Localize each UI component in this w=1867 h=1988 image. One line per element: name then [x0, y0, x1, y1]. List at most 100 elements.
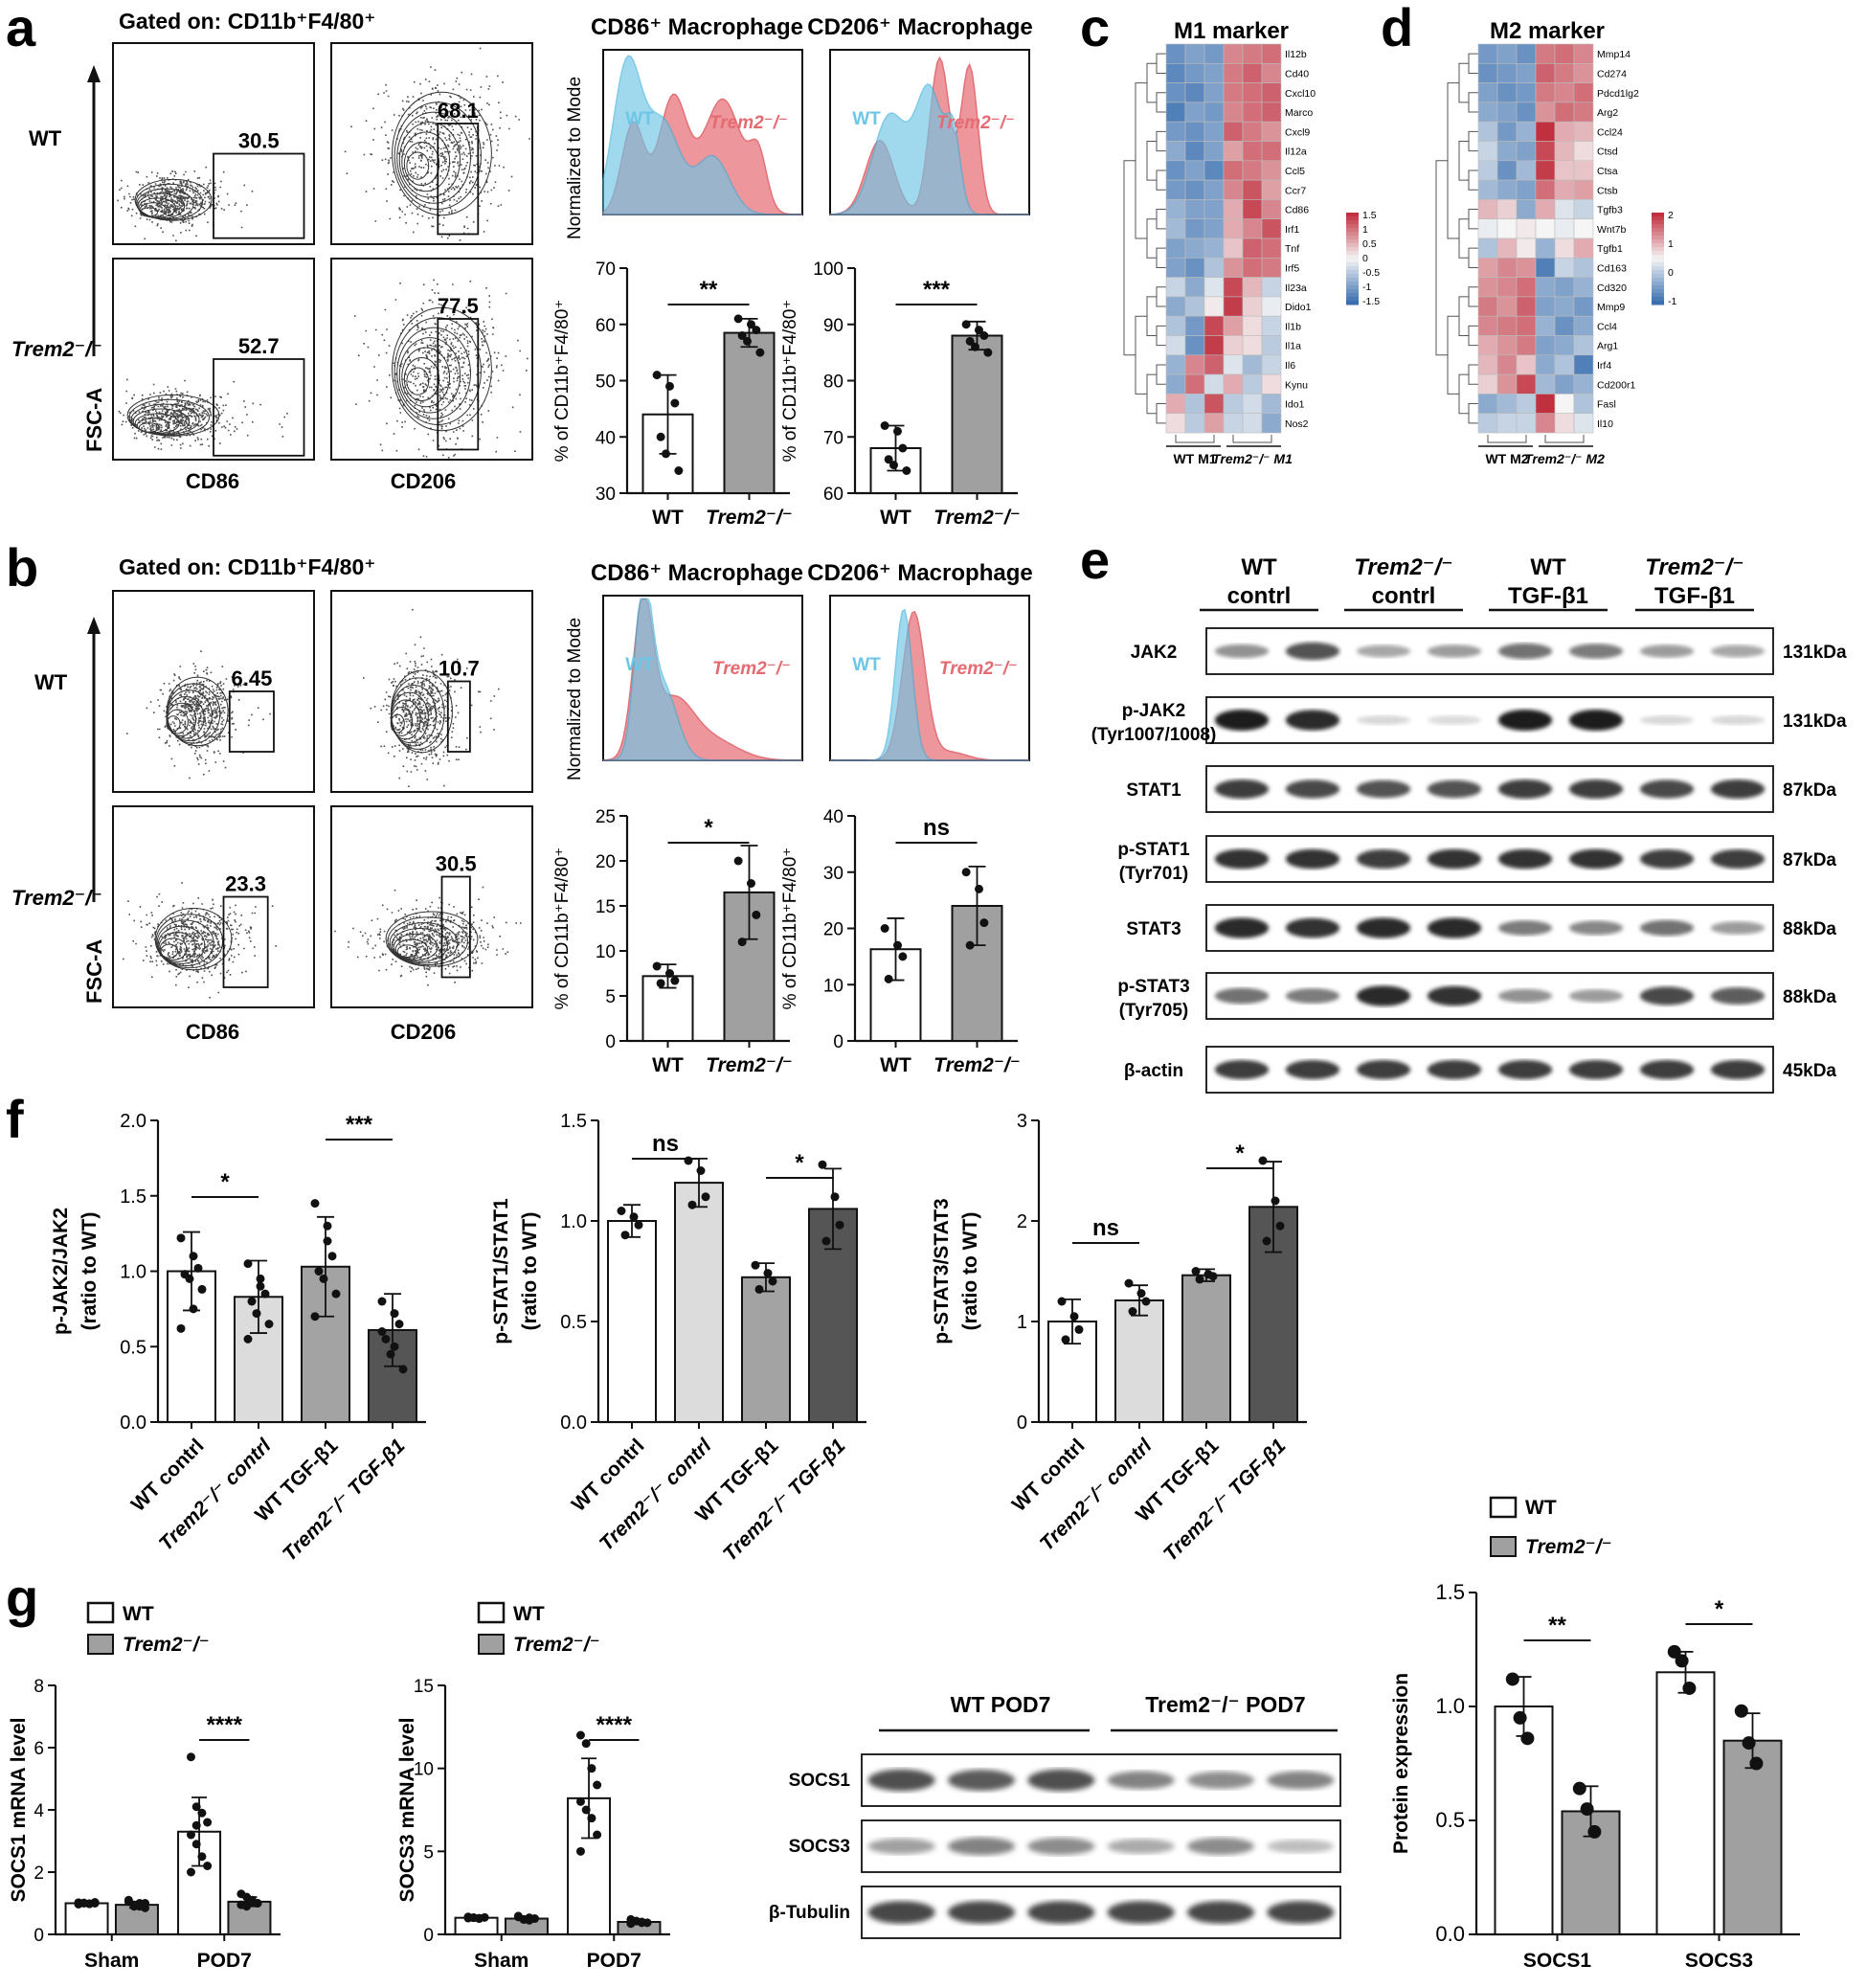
blot-band: [1639, 986, 1695, 1005]
panel-a: a Gated on: CD11b⁺F4/80⁺ WT Trem2⁻/⁻ FSC…: [6, 0, 1033, 529]
blot-band: [1427, 1060, 1482, 1079]
legend-value: -1: [1362, 282, 1371, 293]
e-header-line2: contrl: [1372, 583, 1436, 609]
heatmap-cell: [1223, 102, 1244, 123]
bar: [607, 1220, 657, 1423]
blot-row-sublabel: (Tyr1007/1008): [1091, 725, 1217, 745]
blot-band: [1285, 642, 1340, 661]
heatmap-gene-label: Cxcl9: [1285, 126, 1310, 138]
legend-swatch-wt: [477, 1601, 506, 1624]
flow-plot-frame: [330, 805, 533, 1008]
heatmap-cell: [1516, 82, 1537, 103]
heatmap-cell: [1184, 296, 1205, 317]
heatmap-cell: [1535, 413, 1556, 434]
flow-plot-frame: [330, 42, 533, 245]
y-tick-label: 3: [1017, 1111, 1027, 1132]
data-point: [684, 1156, 693, 1165]
heatmap-cell: [1165, 179, 1186, 200]
flow-contour: [401, 347, 451, 408]
data-point: [191, 1840, 201, 1849]
blot-kda-label: 131kDa: [1783, 712, 1847, 732]
heatmap-cell: [1496, 121, 1518, 142]
x-category-label: Trem2⁻/⁻: [934, 507, 1021, 529]
flow-contour: [387, 916, 468, 966]
y-axis-label: p-JAK2/JAK2: [50, 1208, 72, 1335]
heatmap-cell: [1573, 82, 1594, 103]
heatmap-cell: [1223, 237, 1244, 259]
heatmap-cell: [1203, 82, 1225, 103]
y-tick-label: 1.0: [120, 1262, 146, 1283]
x-category-label: Trem2⁻/⁻ contrl: [596, 1434, 717, 1555]
data-point: [398, 1365, 408, 1374]
blot-kda-label: 87kDa: [1783, 850, 1836, 870]
data-point: [386, 1349, 395, 1359]
flow-contour: [156, 919, 214, 967]
heatmap-gene-label: Tgfb3: [1597, 205, 1623, 216]
blot-band: [1356, 849, 1411, 869]
significance-label: **: [700, 277, 718, 303]
legend-swatch: [1346, 293, 1359, 298]
flow-dots: [363, 608, 500, 787]
heatmap-cell: [1242, 257, 1263, 278]
heatmap-cell: [1184, 354, 1205, 375]
heatmap-gene-label: Cd320: [1597, 282, 1627, 294]
heatmap-cell: [1496, 354, 1518, 375]
a-gated-label: Gated on: CD11b⁺F4/80⁺: [119, 9, 375, 34]
data-point: [733, 314, 743, 324]
blot-band: [1285, 988, 1340, 1004]
legend-ko-label: Trem2⁻/⁻: [1525, 1536, 1612, 1558]
blot-row-label: SOCS3: [789, 1837, 850, 1857]
heatmap-group2-label: Trem2⁻/⁻ M1: [1212, 451, 1293, 466]
legend-value: 1.5: [1362, 210, 1377, 221]
heatmap-group1-label: WT M1: [1173, 451, 1216, 466]
data-point: [1271, 1196, 1280, 1206]
heatmap-cell: [1203, 354, 1225, 375]
heatmap-cell: [1573, 199, 1594, 219]
heatmap-cell: [1203, 160, 1225, 181]
data-point: [617, 1207, 626, 1215]
heatmap-cell: [1477, 199, 1498, 219]
heatmap-cell: [1165, 82, 1186, 103]
data-point: [1572, 1781, 1586, 1796]
heatmap-cell: [1573, 237, 1594, 259]
flow-contour: [406, 367, 430, 395]
data-point: [390, 1309, 399, 1319]
heatmap-gene-label: Cd200r1: [1597, 379, 1635, 391]
heatmap-cell: [1242, 199, 1263, 219]
dendrogram: [1123, 53, 1272, 443]
heatmap-cell: [1516, 199, 1537, 219]
y-tick-label: 0.5: [1435, 1808, 1465, 1832]
blot-band: [867, 1769, 935, 1792]
data-point: [197, 1852, 207, 1862]
heatmap-cell: [1165, 43, 1186, 64]
blot-band: [1639, 779, 1695, 799]
heatmap-cell: [1573, 413, 1594, 434]
flow-contour: [155, 914, 224, 969]
heatmap-cell: [1535, 237, 1556, 259]
a-hist-ylabel: Normalized to Mode: [565, 77, 585, 239]
a-x1-label: CD86: [186, 469, 239, 493]
heatmap-cell: [1554, 237, 1575, 259]
y-tick-label: 60: [596, 316, 616, 336]
heatmap-gene-label: Cd40: [1285, 68, 1309, 79]
y-tick-label: 80: [823, 373, 844, 393]
flow-gate-value: 68.1: [438, 99, 479, 123]
panel-c: c M1 marker Il12bCd40Cxcl10MarcoCxcl9Il1…: [1080, 0, 1380, 466]
y-axis-label: SOCS1 mRNA level: [8, 1718, 30, 1903]
b-hist-ylabel: Normalized to Mode: [565, 618, 585, 780]
data-point: [176, 1233, 186, 1243]
heatmap-cell: [1184, 257, 1205, 278]
data-point: [893, 940, 902, 950]
legend-swatch: [1346, 213, 1359, 217]
heatmap-cell: [1477, 237, 1498, 259]
y-tick-label: 30: [596, 485, 616, 505]
legend-swatch: [1346, 228, 1359, 233]
y-tick-label: 2: [34, 1864, 44, 1884]
bar: [951, 334, 1003, 494]
heatmap-cell: [1223, 218, 1244, 239]
heatmap-cell: [1261, 121, 1282, 142]
heatmap-cell: [1516, 257, 1537, 278]
data-point: [880, 421, 889, 430]
data-point: [581, 1739, 591, 1749]
heatmap-cell: [1516, 179, 1537, 200]
